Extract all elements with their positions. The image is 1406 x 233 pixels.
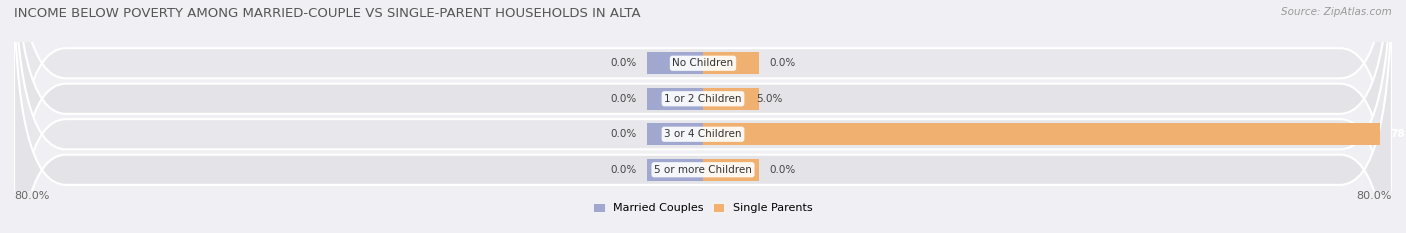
Text: No Children: No Children xyxy=(672,58,734,68)
Bar xyxy=(647,159,703,181)
Bar xyxy=(703,123,1379,145)
Text: 80.0%: 80.0% xyxy=(14,191,49,201)
Bar xyxy=(647,52,703,74)
Text: 0.0%: 0.0% xyxy=(610,58,637,68)
Text: 0.0%: 0.0% xyxy=(769,165,796,175)
Text: 0.0%: 0.0% xyxy=(610,129,637,139)
Text: 3 or 4 Children: 3 or 4 Children xyxy=(664,129,742,139)
Legend: Married Couples, Single Parents: Married Couples, Single Parents xyxy=(589,199,817,218)
Text: 0.0%: 0.0% xyxy=(610,94,637,104)
Bar xyxy=(703,159,759,181)
Text: 80.0%: 80.0% xyxy=(1357,191,1392,201)
Text: 78.6%: 78.6% xyxy=(1391,129,1406,139)
Bar xyxy=(647,123,703,145)
FancyBboxPatch shape xyxy=(14,0,1392,233)
Text: 5.0%: 5.0% xyxy=(756,94,783,104)
Text: Source: ZipAtlas.com: Source: ZipAtlas.com xyxy=(1281,7,1392,17)
Text: 0.0%: 0.0% xyxy=(610,165,637,175)
FancyBboxPatch shape xyxy=(14,0,1392,233)
Bar xyxy=(703,52,759,74)
Text: 0.0%: 0.0% xyxy=(769,58,796,68)
Text: 1 or 2 Children: 1 or 2 Children xyxy=(664,94,742,104)
Text: 5 or more Children: 5 or more Children xyxy=(654,165,752,175)
FancyBboxPatch shape xyxy=(14,0,1392,233)
Bar xyxy=(703,88,759,110)
Text: INCOME BELOW POVERTY AMONG MARRIED-COUPLE VS SINGLE-PARENT HOUSEHOLDS IN ALTA: INCOME BELOW POVERTY AMONG MARRIED-COUPL… xyxy=(14,7,641,20)
Bar xyxy=(647,88,703,110)
FancyBboxPatch shape xyxy=(14,0,1392,233)
